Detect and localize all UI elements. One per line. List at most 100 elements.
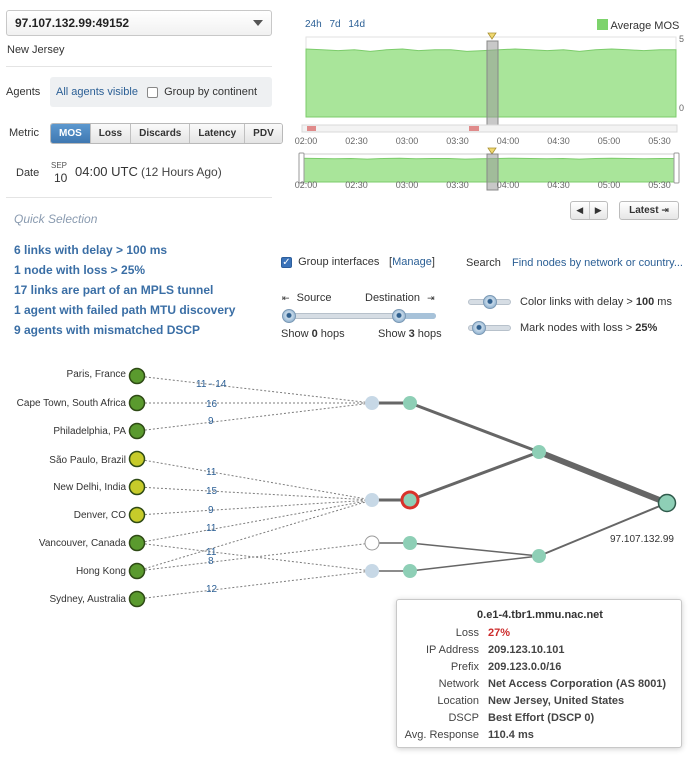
- group-interfaces-checkbox[interactable]: [281, 256, 292, 268]
- tooltip-key: IP Address: [426, 644, 479, 656]
- destination-hops-text: Show 3 hops: [378, 328, 442, 340]
- node-tooltip: 0.e1-4.tbr1.mmu.nac.net Loss 27% IP Addr…: [396, 599, 682, 748]
- tooltip-key: Network: [438, 678, 479, 690]
- quick-selection-item[interactable]: 6 links with delay > 100 ms: [14, 243, 168, 257]
- overview-marker: [486, 153, 499, 191]
- event-marker[interactable]: [307, 126, 316, 131]
- color-delay-unit: ms: [657, 296, 672, 308]
- metric-option-discards[interactable]: Discards: [131, 124, 191, 143]
- y-min-label: 0: [679, 103, 684, 113]
- selected-time-marker[interactable]: [486, 40, 499, 128]
- hop-node[interactable]: [532, 445, 546, 459]
- metric-option-pdv[interactable]: PDV: [245, 124, 282, 143]
- link-label: 9: [208, 505, 214, 516]
- link-label: 15: [206, 486, 218, 497]
- loss-threshold-knob[interactable]: [472, 321, 486, 335]
- agent-node-paris[interactable]: [128, 367, 146, 385]
- agents-filter-box: All agents visible Group by continent: [50, 77, 272, 107]
- date-time[interactable]: 04:00 UTC: [75, 164, 138, 179]
- source-label: Source: [296, 292, 332, 304]
- range-24h[interactable]: 24h: [305, 19, 322, 30]
- group-interfaces-label: Group interfaces: [298, 256, 380, 268]
- agent-node-hong-kong[interactable]: [128, 562, 146, 580]
- hop-node-high-loss[interactable]: [400, 490, 420, 510]
- agent-node-new-delhi[interactable]: [128, 478, 146, 496]
- link-labels: 11 - 14 16 9 11 15 9 11 11 8 12: [196, 379, 227, 595]
- hops-slider-range: [393, 313, 436, 319]
- x-tick-label: 04:00: [497, 180, 520, 190]
- hop-node[interactable]: [365, 564, 379, 578]
- agent-label-paris: Paris, France: [67, 369, 127, 380]
- chevron-left-icon[interactable]: ◀: [571, 202, 590, 219]
- metric-option-mos[interactable]: MOS: [51, 124, 91, 143]
- hop-node[interactable]: [364, 535, 380, 551]
- agent-nodes[interactable]: [128, 367, 146, 608]
- agent-node-sao-paulo[interactable]: [128, 450, 146, 468]
- metric-selector: MOS Loss Discards Latency PDV: [50, 123, 283, 144]
- agent-node-philadelphia[interactable]: [128, 422, 146, 440]
- range-7d[interactable]: 7d: [329, 19, 341, 30]
- x-tick-label: 02:30: [345, 180, 368, 190]
- mark-loss-value: 25%: [635, 322, 658, 334]
- all-agents-visible-link[interactable]: All agents visible: [56, 86, 138, 98]
- hop-node[interactable]: [403, 564, 417, 578]
- hops-label: hops: [417, 328, 442, 340]
- metric-option-latency[interactable]: Latency: [190, 124, 246, 143]
- hop-nodes[interactable]: [364, 396, 677, 578]
- event-marker[interactable]: [469, 126, 479, 131]
- tooltip-key: Avg. Response: [404, 729, 479, 741]
- agent-label-hong-kong: Hong Kong: [76, 566, 126, 577]
- metric-option-loss[interactable]: Loss: [90, 124, 132, 143]
- group-by-continent-checkbox[interactable]: [147, 86, 158, 98]
- mark-nodes-loss-text: Mark nodes with loss > 25%: [520, 322, 657, 334]
- destination-hops-value: 3: [408, 328, 415, 340]
- group-by-continent-toggle[interactable]: Group by continent: [147, 86, 257, 98]
- divider: [6, 66, 272, 67]
- skip-to-end-icon: ⇥: [661, 205, 669, 215]
- tooltip-value: New Jersey, United States: [488, 695, 625, 707]
- range-14d[interactable]: 14d: [348, 19, 366, 30]
- chevron-right-icon[interactable]: ▶: [594, 205, 602, 215]
- loss-threshold-track[interactable]: [468, 325, 511, 331]
- overview-left-handle[interactable]: [298, 152, 305, 184]
- agent-node-cape-town[interactable]: [128, 394, 146, 412]
- delay-threshold-knob[interactable]: [483, 295, 497, 309]
- link-label: 9: [208, 416, 214, 427]
- hop-node[interactable]: [532, 549, 546, 563]
- agent-node-vancouver[interactable]: [128, 534, 146, 552]
- hop-node[interactable]: [365, 396, 379, 410]
- quick-selection-item[interactable]: 9 agents with mismatched DSCP: [14, 323, 201, 337]
- tooltip-value: Net Access Corporation (AS 8001): [488, 678, 667, 690]
- skip-forward-icon: ⇥: [427, 293, 435, 303]
- target-location: New Jersey: [7, 44, 65, 56]
- find-nodes-search-link[interactable]: Find nodes by network or country...: [512, 257, 683, 269]
- destination-label: Destination: [365, 292, 421, 304]
- target-select[interactable]: 97.107.132.99:49152: [6, 10, 272, 36]
- destination-hops-knob[interactable]: [392, 309, 406, 323]
- target-address: 97.107.132.99:49152: [15, 16, 130, 30]
- overview-right-handle[interactable]: [673, 152, 680, 184]
- agent-label-denver: Denver, CO: [74, 510, 126, 521]
- chart-legend: Average MOS: [597, 19, 679, 32]
- latest-button[interactable]: Latest ⇥: [619, 201, 679, 220]
- quick-selection-item[interactable]: 1 agent with failed path MTU discovery: [14, 303, 236, 317]
- link-label: 12: [206, 584, 218, 595]
- group-interfaces-toggle[interactable]: Group interfaces: [281, 256, 379, 268]
- quick-selection-item[interactable]: 17 links are part of an MPLS tunnel: [14, 283, 214, 297]
- source-hops-knob[interactable]: [282, 309, 296, 323]
- hop-node[interactable]: [365, 493, 379, 507]
- x-tick-label: 04:00: [497, 136, 520, 146]
- agent-node-sydney[interactable]: [128, 590, 146, 608]
- timeline-chart[interactable]: 5 0 02:00 02:30 03:00 03:30 04:00 04:30 05:00 0…: [290, 28, 690, 224]
- manage-link[interactable]: Manage: [392, 256, 432, 268]
- hop-node[interactable]: [403, 536, 417, 550]
- agent-label-sydney: Sydney, Australia: [49, 594, 126, 605]
- event-strip: [301, 124, 678, 133]
- path-visualization[interactable]: 11 - 14 16 9 11 15 9 11 11 8 12 Paris, F…: [0, 360, 690, 620]
- color-delay-label: Color links with delay >: [520, 296, 633, 308]
- hop-node[interactable]: [403, 396, 417, 410]
- agent-node-denver[interactable]: [128, 506, 146, 524]
- quick-selection-item[interactable]: 1 node with loss > 25%: [14, 263, 146, 277]
- color-delay-value: 100: [635, 296, 655, 308]
- target-node[interactable]: [657, 493, 677, 513]
